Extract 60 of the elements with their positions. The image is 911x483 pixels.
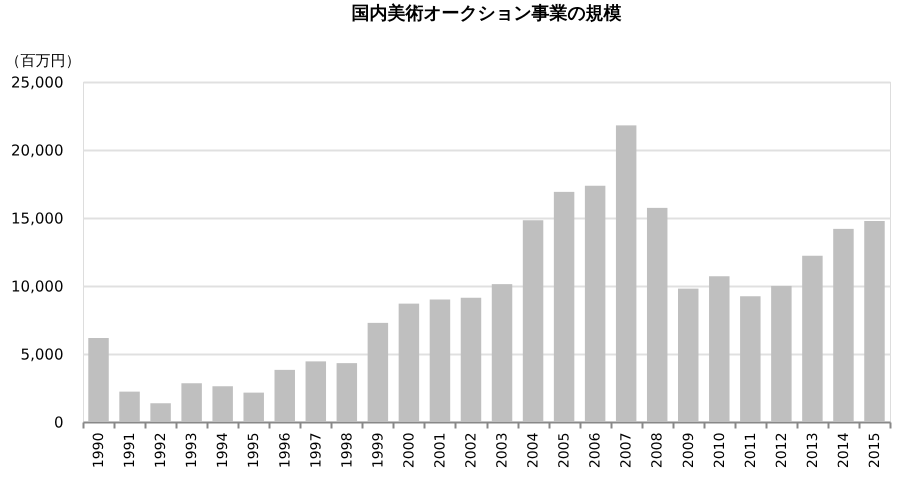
bar [584, 186, 606, 422]
x-tick-label: 1999 [370, 432, 386, 468]
bar [398, 304, 420, 422]
x-tick-label: 1990 [91, 432, 108, 468]
x-tick-label: 2000 [401, 432, 418, 468]
bar [181, 383, 202, 422]
bar [119, 392, 140, 422]
y-tick-label: 0 [54, 414, 64, 432]
bar [554, 192, 574, 422]
x-tick-label: 1993 [184, 432, 200, 468]
x-tick-label: 2003 [494, 432, 511, 468]
bar [740, 296, 761, 422]
x-tick-label: 2001 [432, 432, 448, 468]
x-tick-label: 1996 [277, 432, 294, 468]
bar [771, 286, 792, 422]
x-tick-label: 2012 [774, 432, 790, 468]
y-tick-label: 15,000 [11, 210, 64, 228]
bar [864, 220, 885, 422]
bar [460, 298, 482, 422]
y-tick-label: 10,000 [11, 278, 64, 296]
x-tick-label: 2009 [680, 432, 697, 468]
bar [336, 363, 358, 422]
bar [678, 288, 698, 422]
x-tick-label: 2010 [712, 432, 728, 468]
x-tick-label: 2013 [804, 432, 821, 468]
bar [709, 276, 730, 422]
x-tick-label: 2011 [742, 432, 759, 468]
x-tick-label: 2014 [836, 432, 852, 468]
bar [492, 284, 512, 422]
x-tick-label: 2006 [588, 432, 604, 468]
x-tick-label: 1994 [215, 432, 232, 468]
bar [306, 361, 326, 422]
x-tick-label: 2015 [866, 432, 883, 468]
bar [150, 403, 171, 422]
bar [368, 322, 388, 422]
x-tick-label: 1991 [122, 432, 138, 468]
bar [88, 338, 109, 422]
x-tick-label: 2002 [463, 432, 480, 468]
y-tick-label: 5,000 [20, 346, 64, 364]
x-tick-label: 2005 [556, 432, 573, 468]
x-tick-label: 1997 [308, 432, 324, 468]
x-tick-label: 2004 [526, 432, 542, 468]
bar [430, 299, 450, 422]
bar [212, 386, 233, 422]
y-axis-title: （百万円） [6, 52, 80, 70]
bar [833, 228, 854, 422]
y-tick-label: 25,000 [11, 74, 64, 92]
bar [646, 208, 668, 422]
x-tick-label: 1992 [153, 432, 170, 468]
x-tick-label: 1998 [339, 432, 356, 468]
x-tick-label: 2007 [618, 432, 635, 468]
bar [522, 220, 544, 422]
bar [802, 256, 823, 422]
x-tick-label: 1995 [246, 432, 262, 468]
bar [274, 370, 295, 422]
chart-title: 国内美術オークション事業の規模 [352, 3, 622, 24]
bar [616, 125, 636, 422]
bar [243, 392, 264, 422]
x-tick-label: 2008 [650, 432, 666, 468]
y-tick-label: 20,000 [11, 142, 64, 160]
